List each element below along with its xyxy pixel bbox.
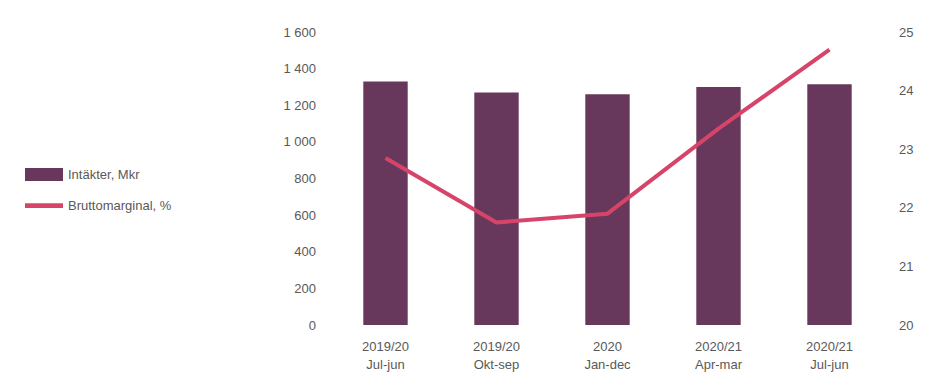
svg-text:Apr-mar: Apr-mar	[695, 357, 743, 372]
svg-text:1 000: 1 000	[283, 134, 316, 149]
svg-text:2019/20: 2019/20	[473, 339, 520, 354]
svg-text:Jul-jun: Jul-jun	[810, 357, 848, 372]
svg-text:20: 20	[899, 318, 913, 333]
svg-text:1 400: 1 400	[283, 61, 316, 76]
svg-text:800: 800	[294, 171, 316, 186]
svg-text:23: 23	[899, 142, 913, 157]
svg-text:Intäkter, Mkr: Intäkter, Mkr	[68, 167, 140, 182]
svg-text:2020: 2020	[593, 339, 622, 354]
svg-text:22: 22	[899, 200, 913, 215]
svg-text:Jul-jun: Jul-jun	[366, 357, 404, 372]
svg-text:1 200: 1 200	[283, 98, 316, 113]
svg-text:25: 25	[899, 25, 913, 40]
svg-text:1 600: 1 600	[283, 25, 316, 40]
svg-text:Bruttomarginal, %: Bruttomarginal, %	[68, 198, 172, 213]
svg-text:600: 600	[294, 208, 316, 223]
svg-text:400: 400	[294, 244, 316, 259]
svg-text:21: 21	[899, 259, 913, 274]
svg-text:200: 200	[294, 281, 316, 296]
svg-text:2020/21: 2020/21	[806, 339, 853, 354]
svg-text:2019/20: 2019/20	[362, 339, 409, 354]
svg-text:Jan-dec: Jan-dec	[584, 357, 631, 372]
svg-text:Okt-sep: Okt-sep	[474, 357, 520, 372]
svg-text:2020/21: 2020/21	[695, 339, 742, 354]
svg-text:24: 24	[899, 83, 913, 98]
svg-text:0: 0	[309, 318, 316, 333]
